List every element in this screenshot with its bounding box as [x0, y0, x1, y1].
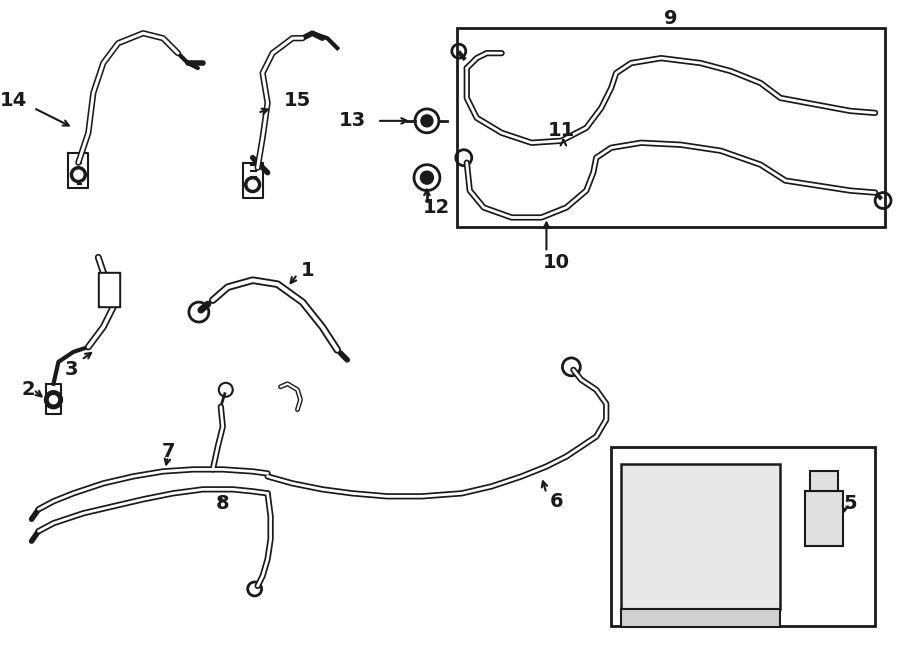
Bar [457, 28, 885, 228]
Text: 9: 9 [664, 9, 678, 28]
Text: 5: 5 [843, 494, 857, 513]
Circle shape [421, 115, 433, 127]
Circle shape [74, 170, 83, 179]
Circle shape [44, 391, 62, 408]
Circle shape [420, 171, 434, 184]
Circle shape [245, 177, 261, 193]
Text: 8: 8 [216, 494, 230, 513]
Text: 13: 13 [338, 111, 365, 130]
Bar [100, 274, 118, 305]
Circle shape [50, 396, 58, 404]
Circle shape [70, 167, 86, 183]
Bar [611, 447, 875, 626]
Text: 11: 11 [548, 121, 575, 140]
Text: 2: 2 [22, 380, 35, 399]
Bar [98, 272, 121, 307]
Text: 10: 10 [543, 253, 570, 272]
Bar [621, 465, 780, 609]
Text: 14: 14 [0, 91, 27, 111]
Text: 6: 6 [550, 492, 563, 511]
Bar [621, 609, 780, 627]
Text: 1: 1 [301, 261, 314, 280]
Text: 15: 15 [284, 91, 311, 111]
Text: 12: 12 [423, 198, 451, 217]
Text: 3: 3 [65, 360, 78, 379]
Circle shape [248, 180, 257, 189]
Text: 7: 7 [161, 442, 175, 461]
Bar [806, 491, 843, 546]
Text: 4: 4 [736, 609, 750, 628]
Bar [810, 471, 838, 491]
